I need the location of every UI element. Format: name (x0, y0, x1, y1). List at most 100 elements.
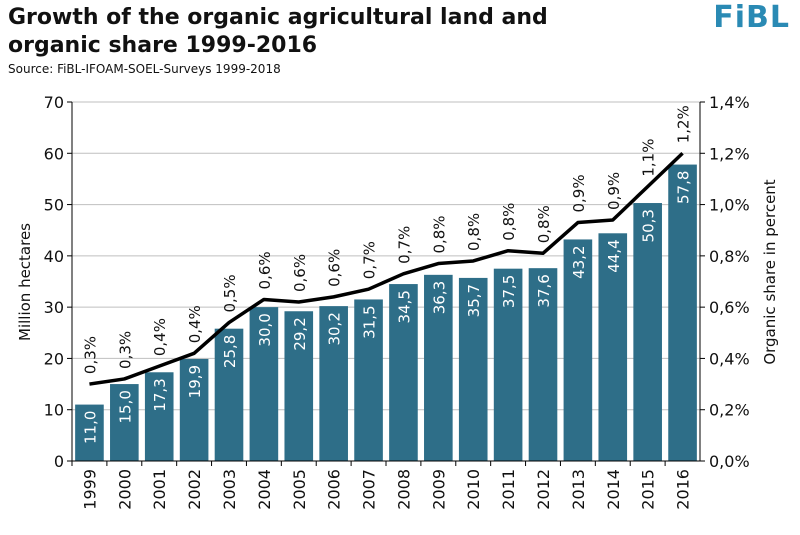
bar-value-label: 15,0 (116, 390, 134, 423)
x-tick-label: 2005 (290, 469, 309, 510)
share-value-label: 0,5% (221, 274, 239, 312)
y2-tick-label: 0,6% (709, 298, 750, 317)
share-line-group (89, 152, 684, 386)
y-tick-label: 0 (54, 452, 64, 471)
x-tick-label: 2004 (255, 469, 274, 510)
x-tick-label: 2012 (534, 469, 553, 510)
share-value-label: 0,8% (465, 213, 483, 251)
bar-value-label: 30,0 (256, 313, 274, 346)
y2-tick-label: 1,4% (709, 93, 750, 112)
bars-group (75, 164, 697, 462)
y2-tick-label: 0,2% (709, 401, 750, 420)
share-value-label: 1,2% (675, 105, 693, 143)
bar (424, 274, 453, 461)
bar-value-label: 36,3 (430, 281, 448, 314)
y-tick-label: 40 (44, 247, 64, 266)
share-value-label: 0,7% (361, 241, 379, 279)
bar-value-label: 17,3 (151, 378, 169, 411)
bar-value-label: 35,7 (465, 284, 483, 317)
share-value-label: 0,4% (151, 318, 169, 356)
share-value-label: 0,3% (116, 331, 134, 369)
x-tick-label: 2006 (325, 469, 344, 510)
bar-value-label: 37,5 (500, 275, 518, 308)
x-tick-label: 2013 (569, 469, 588, 510)
x-tick-label: 2009 (429, 469, 448, 510)
y-tick-label: 30 (44, 298, 64, 317)
share-value-label: 0,6% (291, 254, 309, 292)
share-value-label: 0,3% (81, 336, 99, 374)
share-value-label: 0,4% (186, 305, 204, 343)
y-tick-label: 70 (44, 93, 64, 112)
bar-value-label: 43,2 (570, 245, 588, 278)
share-value-label: 0,9% (570, 174, 588, 212)
x-tick-label: 2002 (185, 469, 204, 510)
y-tick-label: 60 (44, 144, 64, 163)
bar (493, 268, 523, 461)
bar-value-label: 11,0 (81, 411, 99, 444)
x-tick-label: 2000 (115, 469, 134, 510)
share-value-label: 0,8% (535, 205, 553, 243)
share-value-label: 0,6% (256, 251, 274, 289)
chart-title: Growth of the organic agricultural land … (8, 5, 548, 58)
bar-value-label: 31,5 (361, 305, 379, 338)
y2-axis-label: Organic share in percent (761, 179, 779, 364)
share-line (89, 152, 684, 386)
bar (110, 384, 139, 461)
bar (563, 239, 593, 461)
bar-labels-group: 11,0 15,0 17,3 19,9 25,8 30,0 29,2 30,2 31,5 34,5… (81, 171, 692, 444)
bar (75, 404, 104, 461)
grid-lines (72, 101, 700, 411)
y-axis-label: Million hectares (16, 223, 34, 341)
y-tick-label: 20 (44, 349, 64, 368)
x-tick-label: 2008 (394, 469, 413, 510)
bar (214, 328, 244, 461)
y2-tick-label: 1,2% (709, 144, 750, 163)
bar (598, 233, 628, 461)
x-tick-label: 1999 (80, 469, 99, 510)
bar (528, 268, 558, 461)
y2-tick-label: 0,0% (709, 452, 750, 471)
bar (668, 164, 697, 461)
share-value-label: 0,7% (395, 226, 413, 264)
bar (284, 311, 314, 461)
bar (354, 299, 383, 461)
bar (249, 307, 279, 461)
x-tick-label: 2014 (604, 469, 623, 510)
y2-tick-label: 0,4% (709, 349, 750, 368)
bar (144, 372, 174, 461)
y2-tick-label: 1,0% (709, 196, 750, 215)
bar-value-label: 50,3 (640, 209, 658, 242)
x-tick-label: 2010 (464, 469, 483, 510)
share-value-label: 0,6% (326, 249, 344, 287)
chart-source: Source: FiBL-IFOAM-SOEL-Surveys 1999-201… (8, 62, 281, 76)
bar-value-label: 30,2 (326, 312, 344, 345)
bar-value-label: 19,9 (186, 365, 204, 398)
x-tick-label: 2003 (220, 469, 239, 510)
x-tick-label: 2011 (499, 469, 518, 510)
y-tick-label: 50 (44, 196, 64, 215)
x-tick-label: 2016 (674, 469, 693, 510)
bar (633, 203, 662, 462)
x-tick-label: 2007 (360, 469, 379, 510)
bar-value-label: 29,2 (291, 317, 309, 350)
bar (319, 306, 348, 461)
share-value-label: 1,1% (640, 139, 658, 177)
y2-tick-label: 0,8% (709, 247, 750, 266)
bar-value-label: 44,4 (605, 239, 623, 272)
bar (179, 358, 209, 461)
share-value-label: 0,8% (430, 215, 448, 253)
bar-value-label: 25,8 (221, 335, 239, 368)
share-value-label: 0,8% (500, 203, 518, 241)
bar-value-label: 57,8 (675, 171, 693, 204)
fibl-logo: FiBL (713, 0, 790, 35)
y-tick-label: 10 (44, 401, 64, 420)
bar-value-label: 34,5 (395, 290, 413, 323)
x-tick-label: 2015 (639, 469, 658, 510)
axes-group: 0 10 20 30 40 50 60 70 0,0% 0,2% 0,4% 0,6% 0,8% 1,0% 1… (44, 93, 750, 510)
share-value-label: 0,9% (605, 172, 623, 210)
bar-value-label: 37,6 (535, 274, 553, 307)
x-tick-label: 2001 (150, 469, 169, 510)
bar (389, 284, 418, 461)
bar (458, 277, 488, 461)
